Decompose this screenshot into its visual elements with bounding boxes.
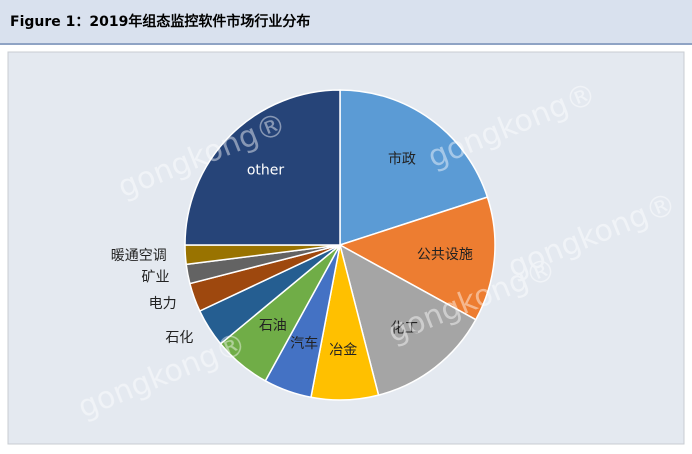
slice-label: other <box>247 162 285 178</box>
slice-label: 石油 <box>259 318 287 334</box>
pie-slice <box>338 243 477 397</box>
slice-label: 暖通空调 <box>111 248 167 264</box>
slice-label: 公共设施 <box>417 247 473 263</box>
slice-label: 汽车 <box>290 335 318 352</box>
slice-label: 市政 <box>388 151 416 168</box>
slice-label: 石化 <box>165 330 193 346</box>
pie-slice <box>184 89 341 246</box>
pie-slice <box>339 89 489 247</box>
slice-label: 化工 <box>391 320 419 336</box>
pie-slice <box>338 196 496 321</box>
header-bar <box>0 0 692 44</box>
slice-label: 电力 <box>149 296 177 312</box>
chart-title: Figure 1：2019年组态监控软件市场行业分布 <box>10 13 310 30</box>
slice-label: 矿业 <box>141 270 169 286</box>
slice-label: 冶金 <box>329 342 357 358</box>
